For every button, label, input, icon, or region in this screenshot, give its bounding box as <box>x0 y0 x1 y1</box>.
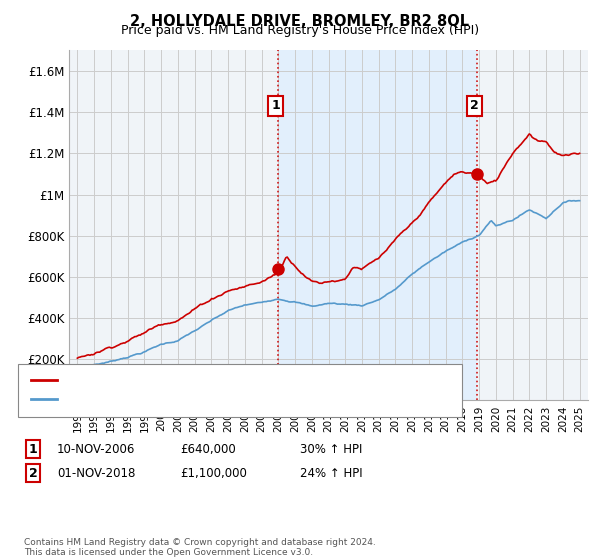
Text: 30% ↑ HPI: 30% ↑ HPI <box>300 442 362 456</box>
Text: £1,100,000: £1,100,000 <box>180 466 247 480</box>
Text: £640,000: £640,000 <box>180 442 236 456</box>
Text: 2: 2 <box>29 466 37 480</box>
Text: 01-NOV-2018: 01-NOV-2018 <box>57 466 136 480</box>
Text: Contains HM Land Registry data © Crown copyright and database right 2024.
This d: Contains HM Land Registry data © Crown c… <box>24 538 376 557</box>
Text: 2, HOLLYDALE DRIVE, BROMLEY, BR2 8QL: 2, HOLLYDALE DRIVE, BROMLEY, BR2 8QL <box>130 14 470 29</box>
Text: Price paid vs. HM Land Registry's House Price Index (HPI): Price paid vs. HM Land Registry's House … <box>121 24 479 37</box>
Bar <box>278 50 476 400</box>
Text: 1: 1 <box>29 442 37 456</box>
Text: 24% ↑ HPI: 24% ↑ HPI <box>300 466 362 480</box>
Text: 2: 2 <box>470 100 479 113</box>
Text: 1: 1 <box>271 100 280 113</box>
Text: 2, HOLLYDALE DRIVE, BROMLEY, BR2 8QL (detached house): 2, HOLLYDALE DRIVE, BROMLEY, BR2 8QL (de… <box>63 375 390 385</box>
Text: 10-NOV-2006: 10-NOV-2006 <box>57 442 136 456</box>
Text: HPI: Average price, detached house, Bromley: HPI: Average price, detached house, Brom… <box>63 394 311 404</box>
